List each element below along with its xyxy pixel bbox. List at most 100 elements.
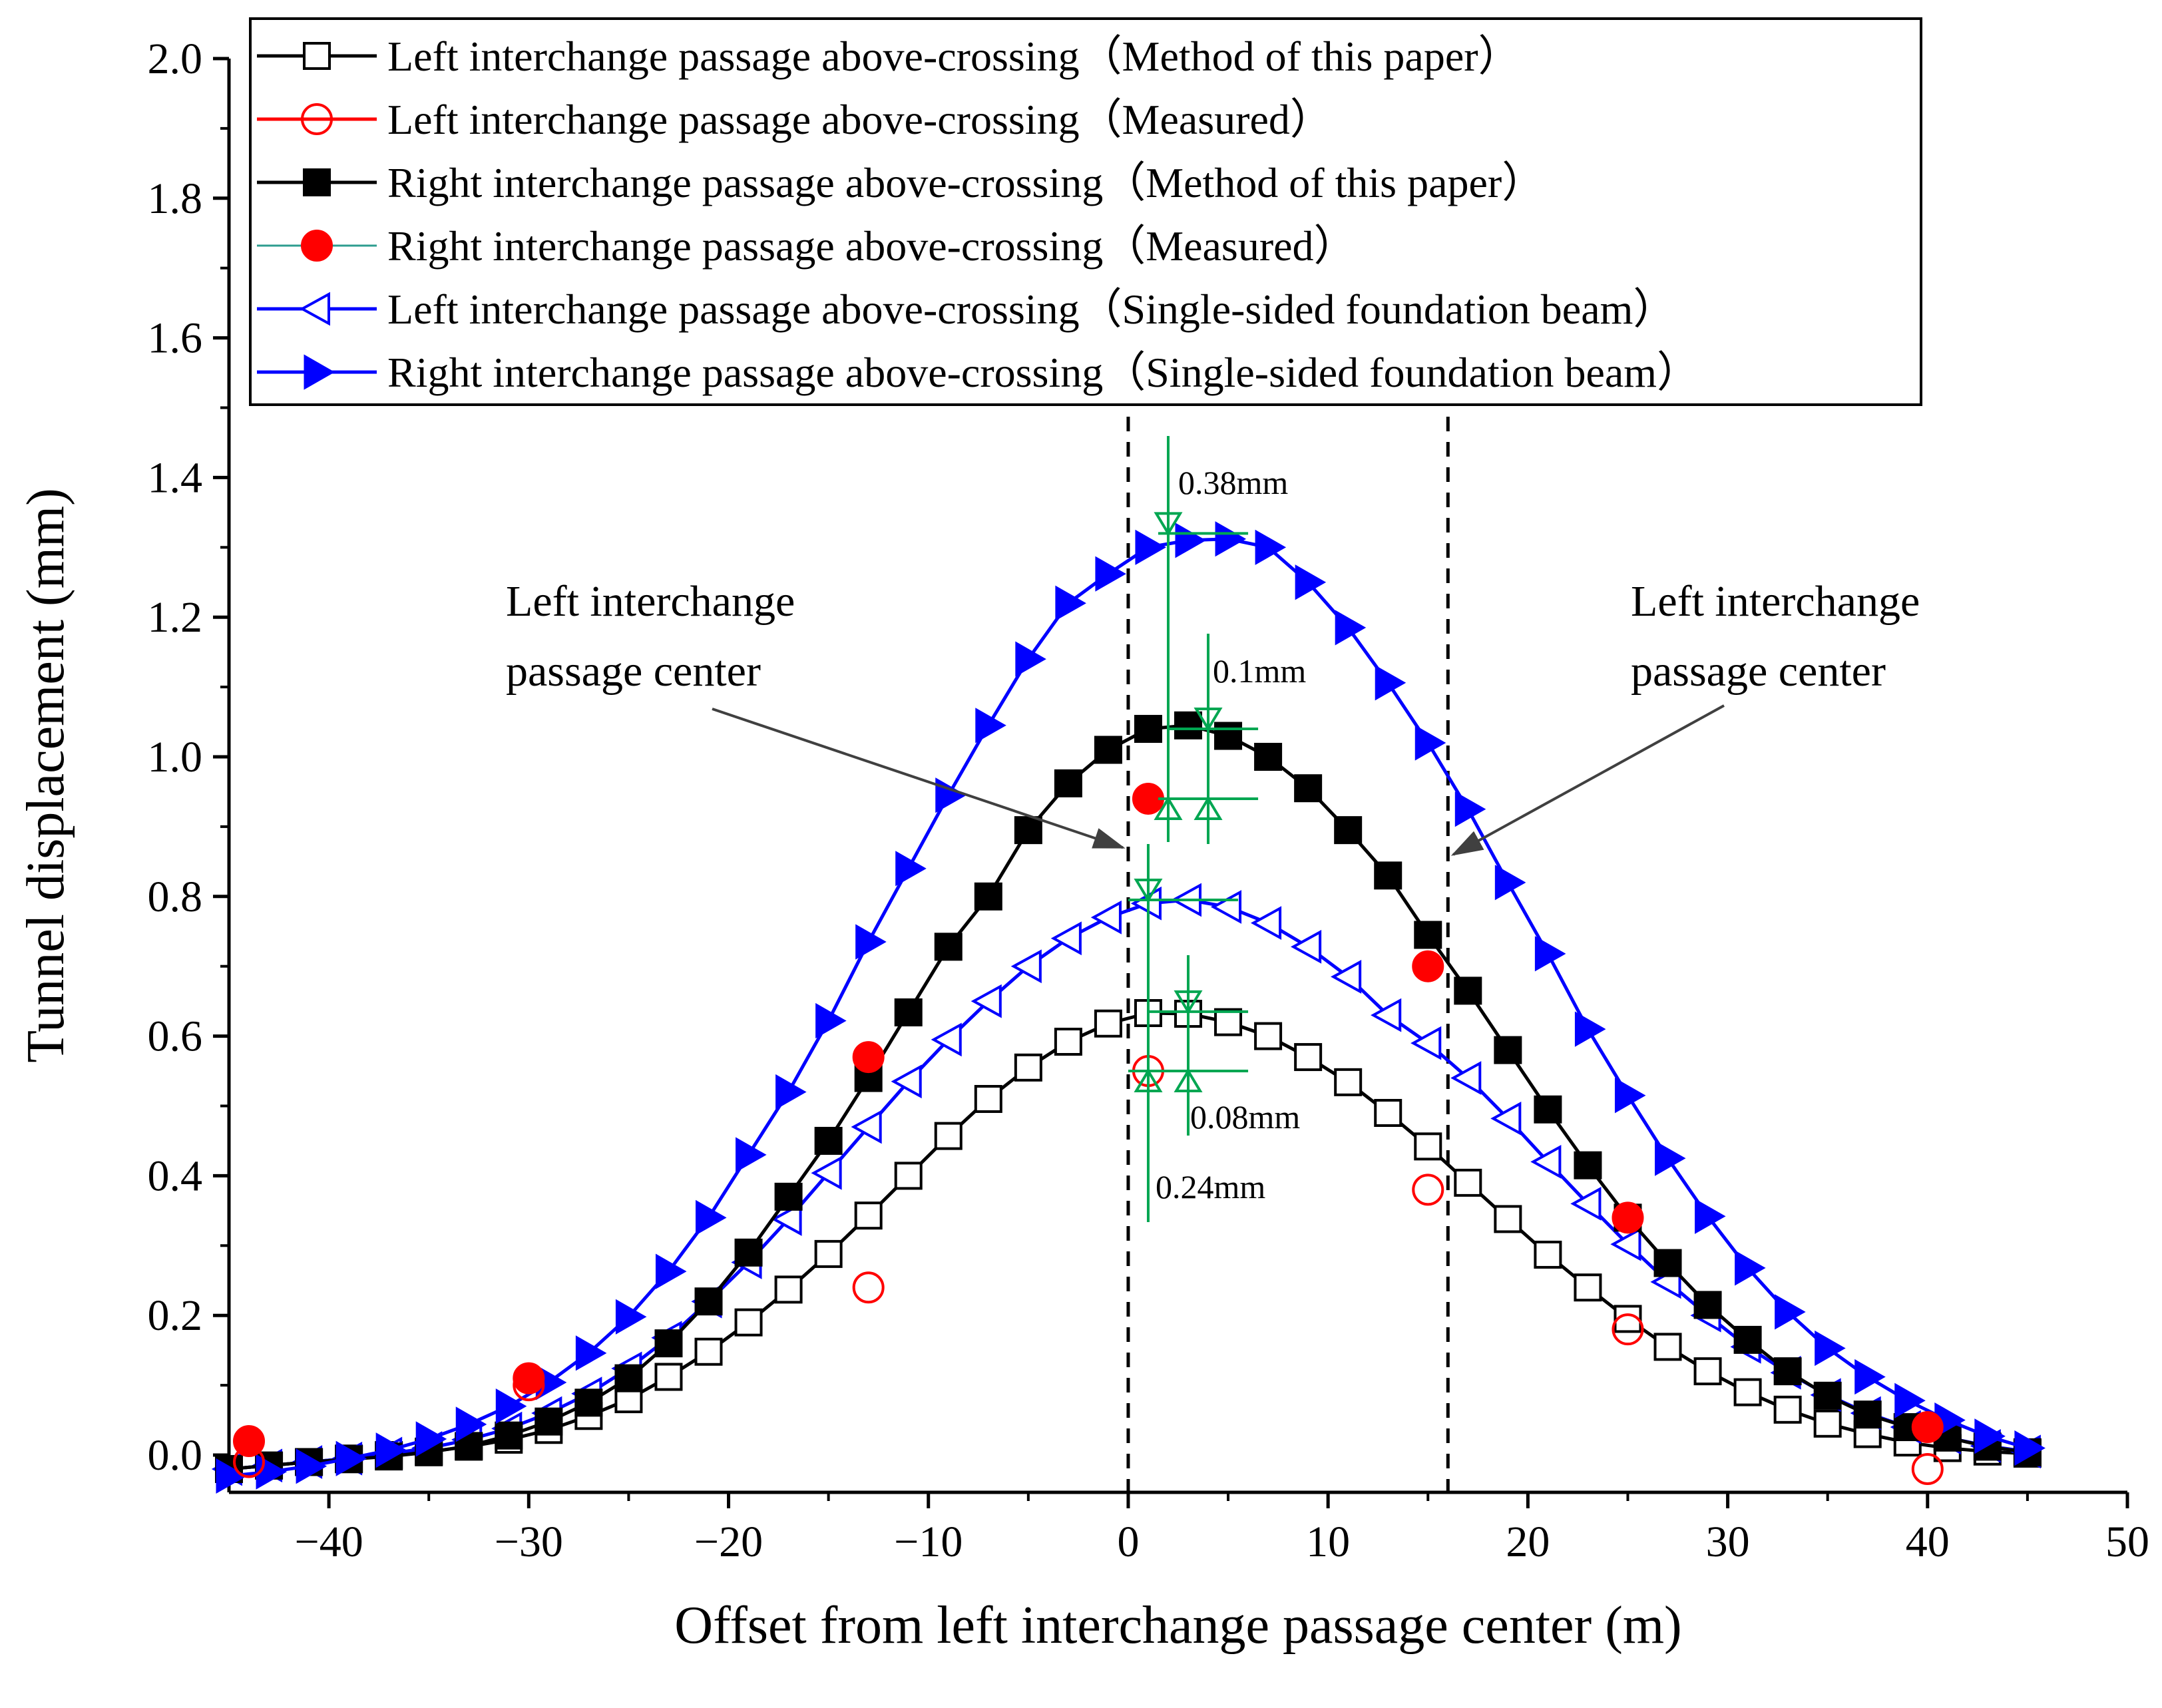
series-3 bbox=[233, 782, 1944, 1458]
x-tick-label: 30 bbox=[1706, 1518, 1750, 1566]
data-point bbox=[1612, 1313, 1644, 1346]
data-point bbox=[852, 1271, 885, 1304]
data-point bbox=[1094, 1009, 1122, 1038]
legend: Left interchange passage above-crossing（… bbox=[249, 17, 1922, 406]
data-point bbox=[1534, 1095, 1562, 1124]
data-point bbox=[455, 1406, 487, 1442]
data-point bbox=[851, 1110, 882, 1144]
legend-item-3: Right interchange passage above-crossing… bbox=[257, 222, 1357, 270]
data-point bbox=[1614, 1078, 1646, 1114]
data-point bbox=[1090, 900, 1122, 935]
data-point bbox=[1894, 1383, 1926, 1418]
data-point bbox=[1494, 1036, 1522, 1064]
x-tick-label: 10 bbox=[1306, 1518, 1350, 1566]
legend-label: Left interchange passage above-crossing（… bbox=[387, 33, 1521, 80]
y-tick-label: 1.6 bbox=[148, 314, 203, 363]
data-point bbox=[1733, 1325, 1762, 1354]
legend-item-5: Right interchange passage above-crossing… bbox=[257, 349, 1699, 396]
data-point bbox=[1695, 1198, 1726, 1234]
data-point bbox=[696, 1199, 727, 1235]
legend-items: Left interchange passage above-crossing（… bbox=[257, 33, 1699, 396]
legend-swatch-marker bbox=[301, 103, 333, 135]
data-point bbox=[694, 1287, 723, 1316]
data-point bbox=[335, 1440, 367, 1476]
data-point bbox=[1813, 1381, 1842, 1410]
legend-item-4: Left interchange passage above-crossing（… bbox=[257, 286, 1675, 333]
data-point bbox=[854, 1201, 883, 1230]
data-point bbox=[814, 1239, 843, 1268]
data-point bbox=[1610, 1227, 1641, 1261]
data-point bbox=[615, 1299, 647, 1335]
x-axis-title: Offset from left interchange passage cen… bbox=[674, 1596, 1681, 1655]
dimension-3: 0.08mm bbox=[1148, 955, 1300, 1136]
data-point bbox=[1815, 1330, 1846, 1367]
x-tick-label: −40 bbox=[294, 1518, 363, 1566]
data-point bbox=[2014, 1430, 2046, 1466]
data-point bbox=[1294, 1043, 1323, 1072]
data-point bbox=[574, 1388, 603, 1417]
legend-box bbox=[249, 17, 1922, 406]
y-tick-label: 2.0 bbox=[148, 35, 203, 83]
series-layer bbox=[211, 521, 2046, 1494]
x-tick-label: −30 bbox=[495, 1518, 563, 1566]
legend-swatch-marker bbox=[303, 42, 331, 70]
dimension-arrowhead bbox=[1193, 708, 1223, 732]
y-tick-label: 0.8 bbox=[148, 873, 203, 921]
data-point bbox=[1254, 743, 1283, 771]
data-point bbox=[1534, 1240, 1562, 1269]
y-axis-title: Tunnel displacement (mm) bbox=[17, 488, 75, 1063]
data-point bbox=[1570, 1186, 1602, 1221]
data-point bbox=[1335, 610, 1367, 646]
annotation-center-left: Left interchange passage center bbox=[506, 577, 1126, 849]
legend-label: Left interchange passage above-crossing（… bbox=[387, 96, 1333, 143]
data-point bbox=[1494, 1205, 1522, 1233]
y-tick-label: 1.4 bbox=[148, 453, 203, 502]
dimension-markers: 0.38mm 0.1mm 0.24mm 0.08mm bbox=[1128, 436, 1306, 1222]
annotation-text: passage center bbox=[506, 647, 761, 696]
data-point bbox=[1854, 1359, 1886, 1395]
data-point bbox=[1414, 1132, 1442, 1161]
data-point bbox=[1574, 1273, 1602, 1302]
data-point bbox=[1055, 585, 1086, 621]
dimension-arrowhead bbox=[1174, 990, 1203, 1014]
data-point bbox=[1295, 564, 1327, 600]
data-point bbox=[1530, 1145, 1562, 1179]
legend-label: Right interchange passage above-crossing… bbox=[387, 222, 1357, 270]
data-point bbox=[655, 1253, 687, 1289]
dimension-arrowhead bbox=[1154, 512, 1183, 536]
data-point bbox=[1534, 936, 1566, 972]
data-point bbox=[1210, 890, 1242, 924]
data-point bbox=[1813, 1409, 1842, 1438]
data-point bbox=[1693, 1291, 1722, 1319]
data-point bbox=[774, 1275, 803, 1304]
data-point bbox=[1334, 816, 1363, 845]
data-point bbox=[1414, 921, 1442, 949]
data-point bbox=[1693, 1357, 1722, 1386]
data-point bbox=[1450, 1061, 1482, 1095]
x-tick-label: 50 bbox=[2105, 1518, 2149, 1566]
dimension-1: 0.1mm bbox=[1168, 634, 1306, 844]
data-point bbox=[1653, 1249, 1682, 1277]
data-point bbox=[1375, 665, 1406, 701]
data-point bbox=[1015, 641, 1046, 677]
y-tick-label: 0.0 bbox=[148, 1431, 203, 1480]
data-point bbox=[935, 777, 967, 813]
y-tick-label: 1.2 bbox=[148, 593, 203, 642]
data-point bbox=[771, 1202, 802, 1236]
annotation-text: Left interchange bbox=[1631, 577, 1920, 626]
data-point bbox=[1454, 976, 1482, 1005]
data-point bbox=[855, 924, 887, 960]
data-point bbox=[1371, 998, 1402, 1032]
x-tick-label: 20 bbox=[1506, 1518, 1550, 1566]
data-point bbox=[934, 1122, 963, 1150]
legend-swatch-marker bbox=[304, 354, 335, 390]
data-point bbox=[1014, 1053, 1042, 1082]
data-point bbox=[495, 1421, 523, 1450]
annotation-text: passage center bbox=[1631, 647, 1886, 696]
data-point bbox=[1331, 960, 1362, 994]
data-point bbox=[1135, 529, 1166, 565]
data-point bbox=[934, 933, 963, 961]
data-point bbox=[1490, 1101, 1522, 1136]
dimension-2: 0.24mm bbox=[1128, 844, 1265, 1222]
